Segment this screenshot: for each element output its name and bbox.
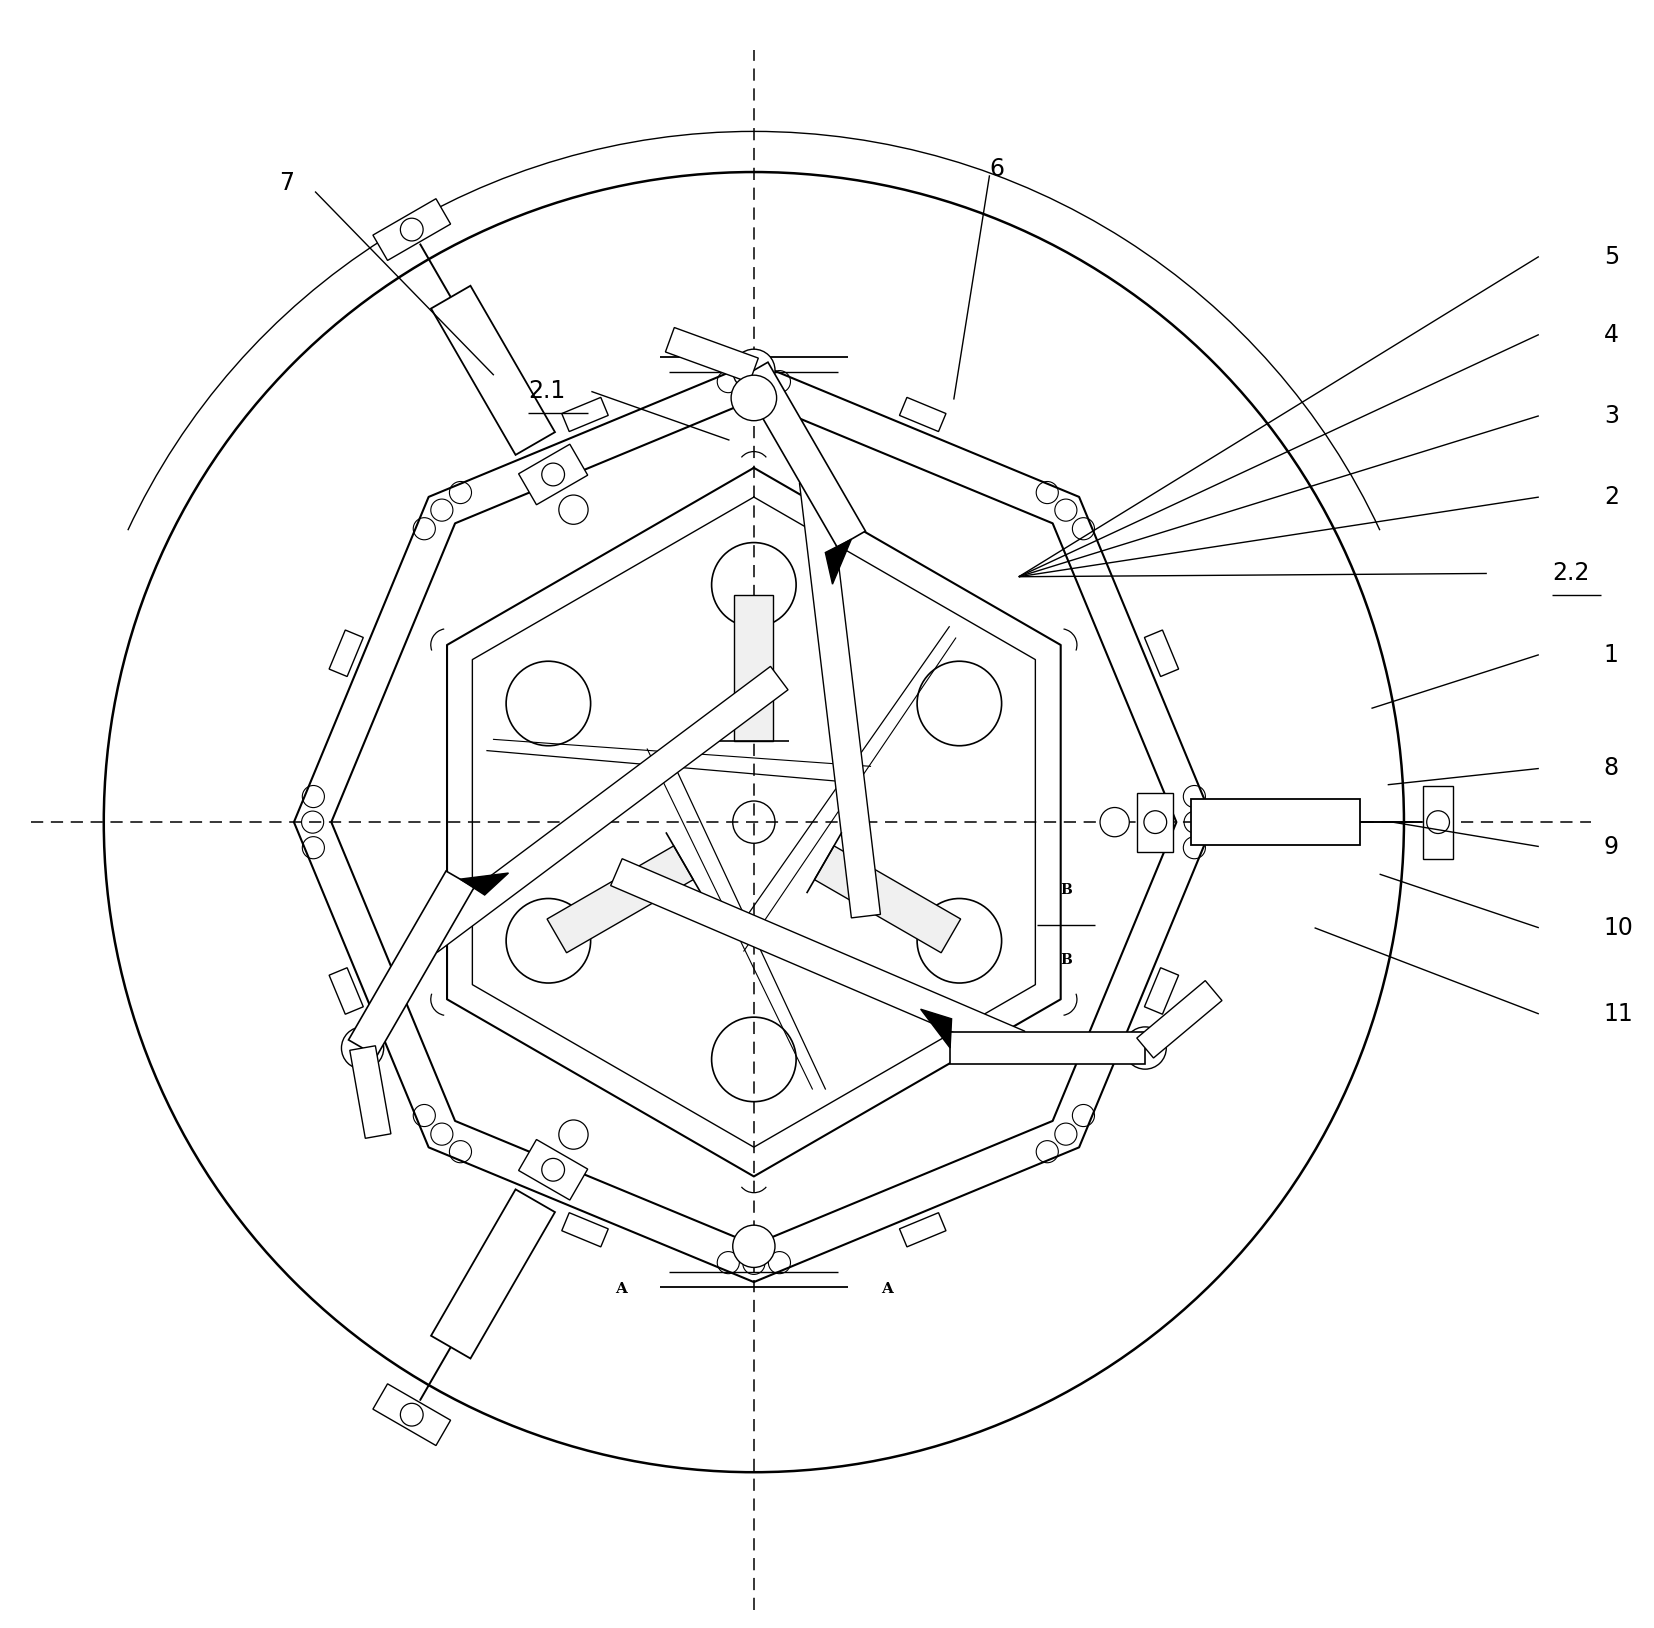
Polygon shape bbox=[349, 871, 475, 1057]
Circle shape bbox=[731, 374, 777, 420]
Circle shape bbox=[1100, 807, 1130, 837]
Circle shape bbox=[559, 1120, 589, 1149]
Polygon shape bbox=[420, 666, 787, 952]
Circle shape bbox=[400, 1403, 423, 1426]
Polygon shape bbox=[519, 444, 587, 505]
Polygon shape bbox=[372, 199, 450, 260]
Polygon shape bbox=[814, 847, 961, 952]
Polygon shape bbox=[665, 327, 758, 383]
Text: 1: 1 bbox=[1604, 643, 1619, 667]
Circle shape bbox=[733, 1226, 776, 1268]
Polygon shape bbox=[1191, 799, 1360, 845]
Polygon shape bbox=[900, 397, 946, 431]
Polygon shape bbox=[949, 1032, 1145, 1065]
Text: 2.2: 2.2 bbox=[1551, 562, 1589, 586]
Polygon shape bbox=[329, 630, 364, 677]
Polygon shape bbox=[1145, 630, 1179, 677]
Text: 6: 6 bbox=[989, 156, 1004, 181]
Text: 3: 3 bbox=[1604, 404, 1619, 428]
Polygon shape bbox=[825, 539, 852, 584]
Polygon shape bbox=[734, 594, 774, 741]
Circle shape bbox=[733, 348, 776, 391]
Polygon shape bbox=[349, 1045, 390, 1138]
Text: B: B bbox=[1060, 884, 1072, 897]
Text: 9: 9 bbox=[1604, 835, 1619, 858]
Circle shape bbox=[1145, 811, 1166, 834]
Polygon shape bbox=[1138, 793, 1173, 851]
Polygon shape bbox=[372, 1384, 450, 1446]
Text: A: A bbox=[615, 1281, 627, 1296]
Text: 2.1: 2.1 bbox=[528, 379, 566, 404]
Polygon shape bbox=[610, 858, 1025, 1058]
Text: 2: 2 bbox=[1604, 485, 1619, 510]
Text: 4: 4 bbox=[1604, 322, 1619, 347]
Text: 10: 10 bbox=[1604, 917, 1634, 939]
Text: 11: 11 bbox=[1604, 1001, 1634, 1026]
Circle shape bbox=[543, 462, 564, 485]
Polygon shape bbox=[739, 361, 865, 547]
Polygon shape bbox=[460, 873, 508, 895]
Circle shape bbox=[400, 218, 423, 241]
Polygon shape bbox=[547, 847, 693, 952]
Polygon shape bbox=[1424, 786, 1452, 858]
Circle shape bbox=[543, 1159, 564, 1182]
Text: B: B bbox=[1060, 954, 1072, 967]
Text: A: A bbox=[882, 1281, 893, 1296]
Polygon shape bbox=[799, 480, 880, 918]
Circle shape bbox=[341, 1027, 384, 1070]
Polygon shape bbox=[900, 1213, 946, 1247]
Polygon shape bbox=[1145, 967, 1179, 1014]
Circle shape bbox=[1125, 1027, 1166, 1070]
Text: 5: 5 bbox=[1604, 244, 1619, 269]
Polygon shape bbox=[921, 1009, 951, 1048]
Polygon shape bbox=[562, 1213, 609, 1247]
Text: 8: 8 bbox=[1604, 757, 1619, 780]
Circle shape bbox=[1427, 811, 1449, 834]
Polygon shape bbox=[432, 1190, 556, 1358]
Polygon shape bbox=[1136, 980, 1222, 1058]
Polygon shape bbox=[432, 287, 556, 454]
Polygon shape bbox=[519, 1140, 587, 1200]
Polygon shape bbox=[562, 397, 609, 431]
Polygon shape bbox=[329, 967, 364, 1014]
Text: 7: 7 bbox=[280, 171, 294, 195]
Circle shape bbox=[559, 495, 589, 524]
